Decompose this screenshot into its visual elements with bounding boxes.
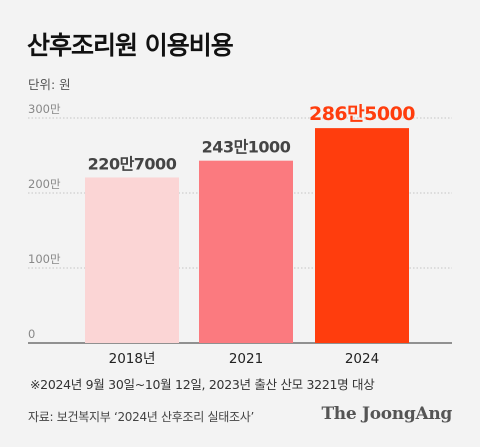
chart-title: 산후조리원 이용비용: [27, 31, 234, 60]
bar: [85, 177, 179, 343]
bar: [315, 128, 409, 343]
x-tick-label: 2021: [229, 351, 263, 367]
bar-value-label: 286만5000: [309, 103, 415, 125]
bar: [199, 160, 293, 343]
x-tick-label: 2018년: [109, 351, 156, 367]
bar-value-label: 220만7000: [88, 154, 177, 173]
unit-label: 단위: 원: [28, 77, 71, 92]
y-tick-label: 100만: [28, 252, 61, 266]
y-tick-label: 200만: [28, 177, 61, 191]
source-note: 자료: 보건복지부 ‘2024년 산후조리 실태조사’: [28, 410, 255, 424]
bar-value-label: 243만1000: [202, 138, 291, 157]
publisher-logo: The JoongAng: [321, 404, 452, 424]
y-tick-label: 300만: [28, 102, 61, 116]
y-tick-label: 0: [28, 327, 35, 341]
footnote: ※2024년 9월 30일~10월 12일, 2023년 출산 산모 3221명…: [30, 377, 375, 392]
x-tick-label: 2024: [345, 351, 379, 367]
